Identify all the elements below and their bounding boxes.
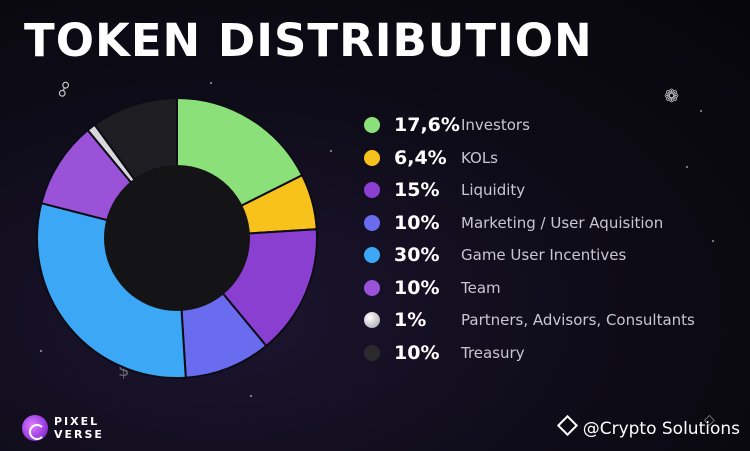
logo-line-2: VERSE	[54, 428, 104, 441]
legend-percent: 1%	[394, 309, 427, 331]
legend-item: 10% Team	[364, 275, 724, 301]
legend-swatch	[364, 279, 380, 296]
donut-chart	[36, 96, 318, 379]
star-dot	[700, 110, 702, 112]
legend-item: 10% Marketing / User Aquisition	[364, 210, 724, 236]
legend-label: Team	[461, 278, 501, 297]
pixelverse-logo: PIXEL VERSE	[22, 413, 112, 443]
legend-item: 10% Treasury	[364, 340, 724, 366]
legend-swatch	[364, 247, 380, 263]
donut-hole	[104, 165, 250, 311]
logo-line-1: PIXEL	[54, 415, 100, 428]
legend-label: Liquidity	[461, 181, 526, 199]
legend-percent: 10%	[394, 276, 440, 299]
star-dot	[330, 150, 332, 152]
legend-percent: 6,4%	[394, 146, 447, 169]
diamond-icon	[556, 414, 578, 437]
legend-percent: 10%	[394, 341, 440, 364]
legend-swatch	[364, 312, 380, 328]
gem-icon: ◇	[704, 412, 715, 428]
legend-label: Game User Incentives	[461, 246, 627, 264]
watermark: @Crypto Solutions	[556, 414, 740, 439]
legend-percent: 10%	[394, 211, 440, 234]
legend-percent: 17,6%	[394, 114, 460, 136]
star-dot	[686, 166, 688, 168]
legend-percent: 15%	[394, 179, 440, 201]
legend-label: Partners, Advisors, Consultants	[461, 311, 695, 329]
legend-percent: 30%	[394, 244, 440, 266]
legend-item: 17,6% Investors	[364, 112, 724, 138]
legend-swatch	[364, 344, 380, 361]
legend-label: KOLs	[461, 148, 498, 167]
legend-swatch	[364, 214, 380, 231]
legend-swatch	[364, 149, 380, 166]
legend-label: Marketing / User Aquisition	[461, 213, 664, 232]
swirl-logo-icon	[22, 415, 48, 441]
star-dot	[40, 350, 42, 352]
legend-label: Investors	[461, 116, 530, 134]
star-dot	[250, 395, 252, 397]
badge-icon: ❁	[664, 86, 680, 107]
legend-item: 30% Game User Incentives	[364, 242, 724, 268]
watermark-text: @Crypto Solutions	[582, 419, 740, 439]
chart-title: TOKEN DISTRIBUTION	[24, 14, 593, 67]
star-dot	[210, 82, 212, 84]
legend-item: 15% Liquidity	[364, 177, 724, 203]
legend-swatch	[364, 182, 380, 198]
legend-item: 1% Partners, Advisors, Consultants	[364, 307, 724, 333]
star-dot	[712, 240, 714, 242]
legend-swatch	[364, 117, 380, 133]
dollar-icon: $	[118, 360, 130, 381]
legend-item: 6,4% KOLs	[364, 145, 724, 171]
legend-label: Treasury	[461, 343, 525, 362]
